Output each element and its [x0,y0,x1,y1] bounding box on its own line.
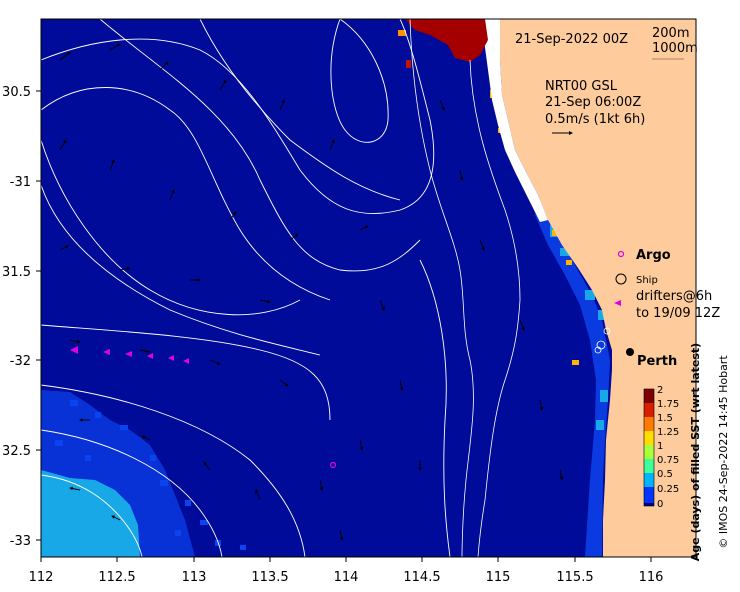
lon-tick-label: 112 [29,570,54,585]
lon-tick-label: 113.5 [251,570,288,585]
argo-float-marker [329,461,337,469]
current-arrows [59,43,564,541]
drifter-legend-icon [614,300,621,306]
lat-tick-label: 30.5 [2,85,31,100]
sst-nearshore-strip [535,200,610,557]
lon-tick-label: 112.5 [98,570,135,585]
drifter-track [70,346,189,364]
colorbar-tick-label: 0.5 [657,469,673,480]
ship-legend-label: Ship [636,275,658,286]
lon-tick-label: 114.5 [403,570,440,585]
colorbar-tick-label: 1.25 [657,427,679,438]
colorbar-tick-label: 1.5 [657,413,673,424]
isobath-1000m-label: 1000m [652,41,698,56]
colorbar-tick-label: 0.25 [657,484,679,495]
lat-tick-label: 31.5 [2,265,31,280]
date-label: 21-Sep-2022 00Z [515,32,628,47]
perth-label: Perth [637,354,677,369]
argo-legend-label: Argo [636,248,671,263]
current-time-label: 21-Sep 06:00Z [545,95,641,110]
argo-legend-icon [617,250,625,258]
colorbar [643,388,655,507]
colorbar-tick-label: 2 [657,385,663,396]
isobath-200m [469,59,521,557]
lon-tick-label: 115 [486,570,511,585]
current-scale-label: 0.5m/s (1kt 6h) [545,112,645,127]
lon-tick-label: 116 [639,570,664,585]
contour-lines [41,19,451,557]
colorbar-tick-label: 1.75 [657,399,679,410]
map-frame [40,18,697,558]
colorbar-tick-label: 0 [657,499,663,510]
colorbar-title: Age (days) of filled SST (wrt latest) [689,343,702,561]
colorbar-tick-label: 0.75 [657,455,679,466]
axis-ticks [36,90,652,562]
drifters-legend-line1: drifters@6h [636,289,712,304]
current-model-label: NRT00 GSL [545,79,618,94]
colorbar-tick-label: 1 [657,441,663,452]
credit-label: © IMOS 24-Sep-2022 14:45 Hobart [717,355,730,549]
sst-orange-pixel [398,30,406,36]
lat-tick-label: -31 [10,175,31,190]
nodata-coastal-strip [484,19,548,222]
ship-markers [594,327,611,354]
lon-tick-label: 113 [182,570,207,585]
lat-tick-label: -32 [10,354,31,369]
isobath-200m-label: 200m [652,26,689,41]
lat-tick-label: 32.5 [2,444,31,459]
isobath-1000m [409,19,474,557]
sst-old-patch-north [405,19,488,62]
sst-red-pixel [406,60,411,68]
lon-tick-label: 114 [334,570,359,585]
drifters-legend-line2: to 19/09 12Z [636,306,720,321]
lat-tick-label: -33 [10,534,31,549]
lon-tick-label: 115.5 [556,570,593,585]
perth-marker [626,348,634,356]
sst-patch-southwest-cyan [41,470,140,557]
ship-legend-icon [615,273,627,285]
